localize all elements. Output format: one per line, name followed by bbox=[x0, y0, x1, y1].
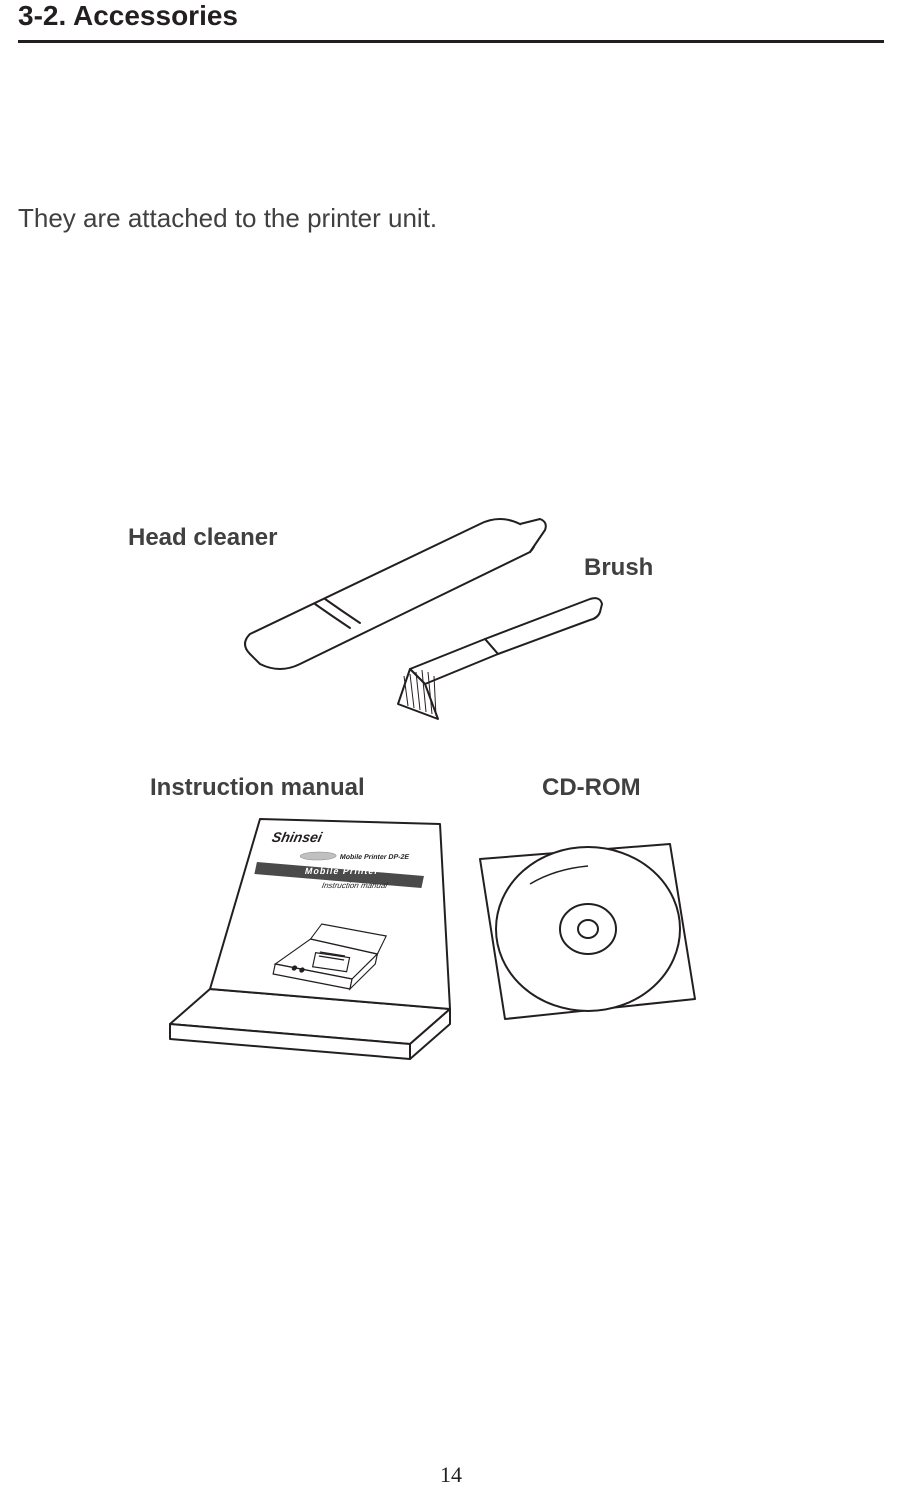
brush-label: Brush bbox=[584, 554, 653, 582]
manual-brand-text: Shinsei bbox=[271, 829, 325, 845]
page-number: 14 bbox=[0, 1462, 902, 1488]
instruction-manual-label: Instruction manual bbox=[150, 774, 365, 802]
figure-area: Head cleaner Brush Instruction manual CD… bbox=[0, 514, 902, 1094]
body-text: They are attached to the printer unit. bbox=[0, 43, 902, 234]
manual-subtitle-text: Instruction manual bbox=[321, 881, 388, 890]
manual-model-text: Mobile Printer DP-2E bbox=[339, 854, 410, 861]
manual-banner-text: Mobile Printer bbox=[304, 866, 380, 876]
cd-rom-label: CD-ROM bbox=[542, 774, 641, 802]
instruction-manual-icon: Shinsei Mobile Printer DP-2E Mobile Prin… bbox=[150, 814, 470, 1074]
brush-icon bbox=[390, 584, 610, 734]
section-title: 3-2. Accessories bbox=[0, 0, 902, 40]
cd-rom-icon bbox=[460, 824, 720, 1044]
